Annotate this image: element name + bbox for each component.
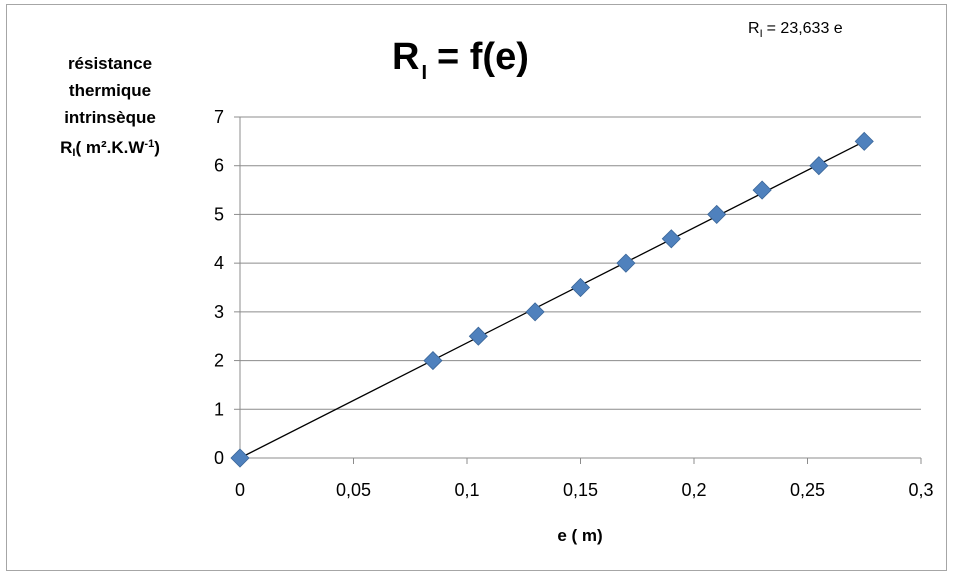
data-point [854,131,874,151]
data-point [661,229,681,249]
data-point [616,253,636,273]
data-point [423,351,443,371]
y-tick-labels: 0 1 2 3 4 5 6 7 [214,107,224,468]
data-point [809,156,829,176]
data-point [525,302,545,322]
gridlines [240,116,921,410]
x-tick-label: 0,2 [681,480,706,500]
x-tick-label: 0,05 [336,480,371,500]
y-tick-label: 7 [214,107,224,127]
x-tick-label: 0 [235,480,245,500]
y-axis-label-line2: thermique [68,81,152,100]
data-points [230,131,874,468]
x-tick-labels: 0 0,05 0,1 0,15 0,2 0,25 0,3 [235,480,934,500]
x-axis-label: e ( m) [557,526,602,545]
axes [234,116,922,464]
y-tick-label: 4 [214,253,224,273]
x-tick-label: 0,25 [790,480,825,500]
x-tick-label: 0,15 [563,480,598,500]
data-point [570,277,591,298]
y-axis-label: résistance thermique intrinsèque RI( m².… [26,50,194,167]
x-tick-label: 0,3 [908,480,933,500]
x-tick-label: 0,1 [454,480,479,500]
y-tick-label: 5 [214,204,224,224]
data-point [707,204,727,224]
trendline-layer [239,140,865,459]
y-tick-label: 0 [214,448,224,468]
chart-title: R I = f(e) [392,36,529,84]
data-point [752,180,772,200]
y-tick-label: 3 [214,302,224,322]
data-point [468,326,488,346]
y-tick-label: 6 [214,156,224,176]
trendline-equation: RI = 23,633 e [748,20,843,40]
chart-frame [6,4,947,571]
y-axis-label-line4: RI( m².K.W-1) [60,138,160,159]
y-axis-label-line1: résistance [67,54,153,73]
y-tick-label: 1 [214,399,224,419]
data-point [230,448,250,468]
y-tick-label: 2 [214,351,224,371]
trendline [239,140,865,459]
y-axis-label-line3: intrinsèque [64,108,156,127]
